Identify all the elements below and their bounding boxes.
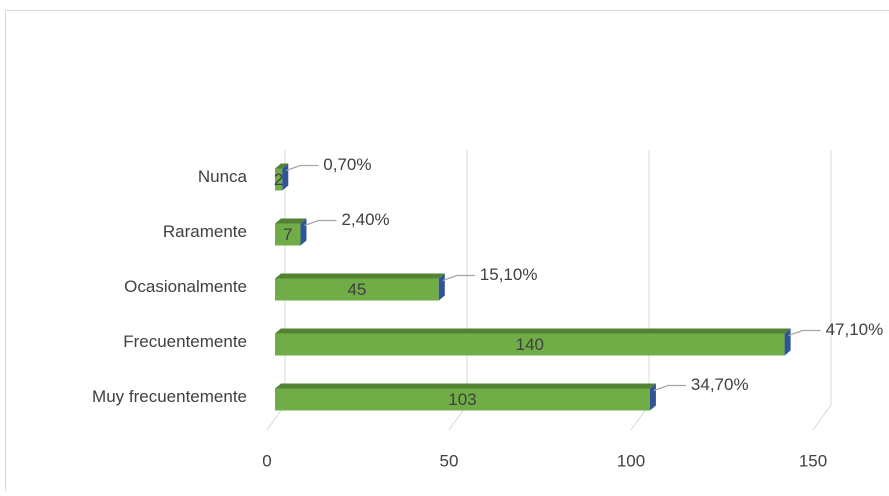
x-tick-label: 50 — [440, 451, 459, 470]
percent-label: 0,70% — [323, 155, 371, 174]
data-label: 103 — [448, 390, 476, 409]
data-label: 2 — [274, 170, 283, 189]
percent-label: 34,70% — [691, 375, 749, 394]
x-tick-label: 100 — [617, 451, 645, 470]
y-tick-label: Frecuentemente — [123, 332, 247, 351]
chart-frame — [6, 11, 889, 492]
percent-label: 2,40% — [341, 210, 389, 229]
y-tick-label: Ocasionalmente — [124, 277, 247, 296]
x-tick-label: 0 — [262, 451, 271, 470]
data-label: 140 — [516, 335, 544, 354]
x-tick-label: 150 — [799, 451, 827, 470]
bar-top — [275, 274, 445, 279]
y-tick-label: Nunca — [198, 167, 248, 186]
data-label: 7 — [283, 225, 292, 244]
y-tick-label: Raramente — [163, 222, 247, 241]
data-label: 45 — [347, 280, 366, 299]
y-tick-label: Muy frecuentemente — [92, 387, 247, 406]
percent-label: 15,10% — [480, 265, 538, 284]
bar-top — [275, 384, 656, 389]
percent-label: 47,10% — [826, 320, 884, 339]
bar-top — [275, 329, 791, 334]
